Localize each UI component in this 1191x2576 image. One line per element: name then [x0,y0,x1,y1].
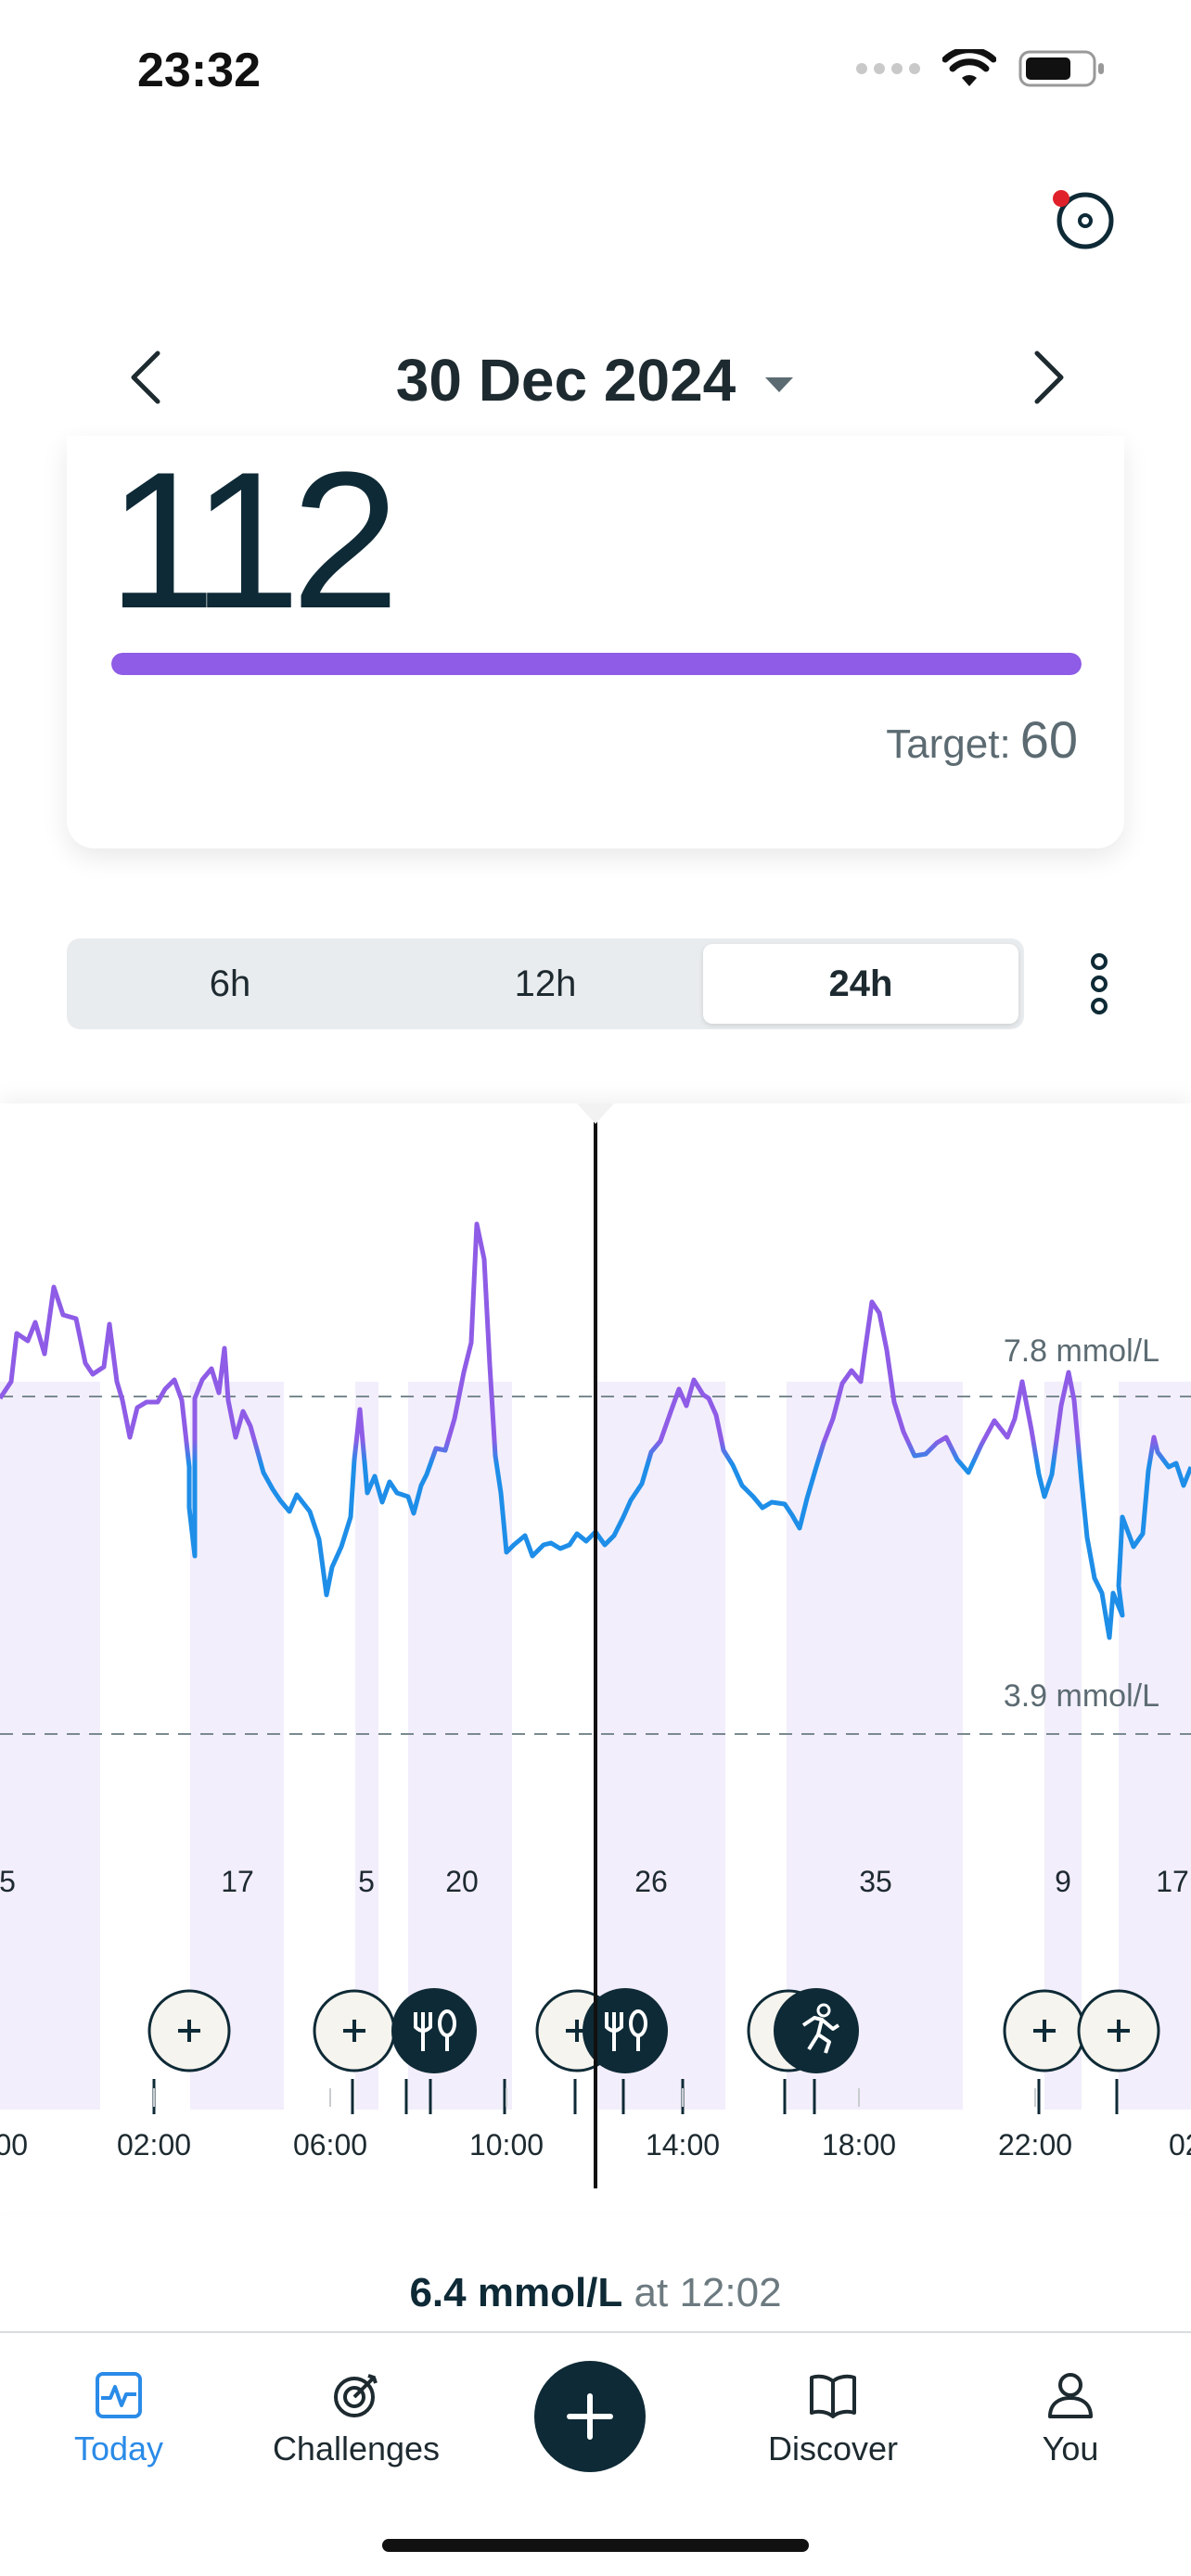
glucose-score-card: 112 Target: 60 [67,436,1124,848]
reading-time: 12:02 [679,2270,782,2315]
time-range-tabs: 6h 12h 24h [67,938,1024,1029]
date-selector: 30 Dec 2024 [0,329,1191,422]
sensor-sync-icon[interactable] [1048,185,1117,254]
nav-discover-label: Discover [767,2429,899,2468]
current-reading: 6.4 mmol/L at 12:02 [0,2270,1191,2316]
date-dropdown[interactable]: 30 Dec 2024 [0,346,1191,414]
spike-band [1119,1382,1191,2110]
chevron-right-icon[interactable] [1020,340,1076,414]
glucose-line [0,1221,1191,1640]
target: Target: 60 [886,709,1078,770]
target-value: 60 [1019,710,1078,769]
time-axis-label: 02:00 [117,2128,191,2162]
meal-event-marker[interactable] [391,1988,477,2073]
tab-12h[interactable]: 12h [514,963,577,1004]
spike-score-label: 17 [221,1865,254,1898]
nav-challenges-label: Challenges [272,2429,441,2468]
cursor-top-notch [577,1103,614,1124]
book-icon [810,2374,856,2418]
tab-24h[interactable]: 24h [703,944,1018,1024]
spike-score-label: 9 [1055,1865,1071,1898]
time-axis-label: 22:00 [998,2128,1072,2162]
date-label: 30 Dec 2024 [395,347,736,414]
meal-event-marker[interactable] [583,1988,668,2073]
nav-discover[interactable]: Discover [731,2370,935,2468]
time-axis-label: 14:00 [646,2128,720,2162]
tab-6h[interactable]: 6h [209,963,251,1004]
time-axis-label: 02:00 [1169,2128,1191,2162]
nav-today[interactable]: Today [17,2370,221,2468]
spike-band [596,1382,725,2110]
spike-band [408,1382,512,2110]
add-event-marker[interactable] [147,1989,231,2072]
plus-icon [567,2393,613,2440]
spike-band [355,1382,378,2110]
nav-today-label: Today [73,2429,164,2468]
more-options-icon[interactable] [1083,951,1115,1016]
add-event-marker[interactable] [1003,1989,1086,2072]
target-label: Target: [886,721,1011,767]
spike-score-label: 5 [358,1865,375,1898]
spike-band [0,1382,100,2110]
exercise-event-marker[interactable] [774,1988,859,2073]
caret-down-icon [765,377,794,393]
reading-at: at [634,2270,669,2315]
wifi-icon [942,49,996,86]
spike-band [190,1382,284,2110]
lower-threshold-label: 3.9 mmol/L [1004,1678,1159,1714]
time-axis-label: 18:00 [822,2128,896,2162]
spike-score-label: 35 [859,1865,892,1898]
add-event-marker[interactable] [1077,1989,1160,2072]
time-axis-label: 06:00 [293,2128,367,2162]
spike-score-label: 26 [634,1865,668,1898]
upper-threshold-label: 7.8 mmol/L [1004,1333,1159,1369]
home-indicator [382,2539,809,2552]
reading-value: 6.4 mmol/L [409,2270,623,2315]
glucose-chart-panel[interactable]: 7.8 mmol/L 3.9 mmol/L 5 17 5 20 26 35 9 17 00:0… [0,1103,1191,2212]
spike-score-label: 20 [445,1865,479,1898]
divider [0,2331,1191,2333]
spike-band [1044,1382,1082,2110]
signal-icon [856,63,920,74]
nav-challenges[interactable]: Challenges [254,2370,458,2468]
time-axis-label: 00:00 [0,2128,28,2162]
activity-icon [96,2372,142,2418]
chevron-left-icon[interactable] [119,340,174,414]
status-time: 23:32 [137,44,261,97]
spike-score-label: 17 [1156,1865,1189,1898]
nav-you[interactable]: You [968,2370,1172,2468]
score-value: 112 [108,431,400,649]
add-event-marker[interactable] [313,1989,396,2072]
nav-you-label: You [1042,2429,1099,2468]
glucose-chart[interactable]: 7.8 mmol/L 3.9 mmol/L 5 17 5 20 26 35 9 17 00:0… [0,1103,1191,2212]
bottom-nav: Today Challenges Discover You [0,2333,1191,2576]
add-entry-button[interactable] [534,2361,646,2472]
time-axis-label: 10:00 [469,2128,544,2162]
battery-icon [1018,50,1104,87]
target-icon [334,2374,378,2417]
status-icons [856,48,1106,89]
score-progress-bar [111,653,1082,675]
score-progress-fill [111,653,1082,675]
person-icon [1048,2373,1093,2418]
spike-score-label: 5 [0,1865,16,1898]
